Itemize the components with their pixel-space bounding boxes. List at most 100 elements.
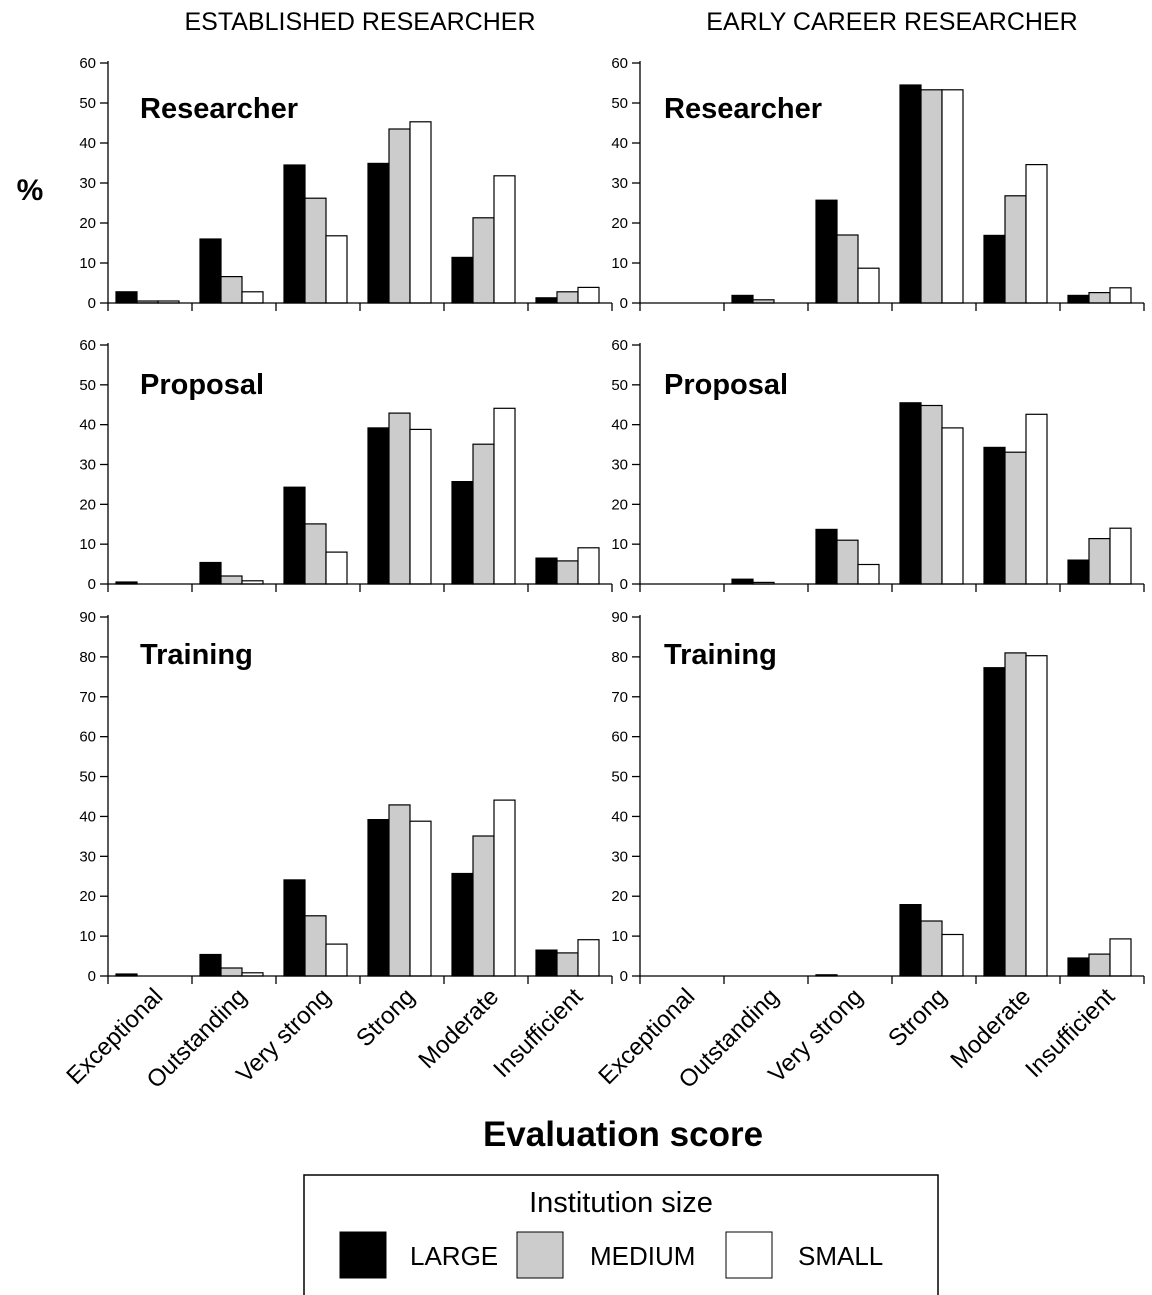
x-tick-label-strong: Strong [883,983,952,1052]
bar-large-exceptional [115,291,138,304]
y-tick-label: 30 [611,848,628,865]
bar-medium-strong [388,128,411,304]
y-tick-label: 80 [611,649,628,666]
bar-large-outstanding [199,238,222,304]
x-tick-label-insufficient: Insufficient [488,983,588,1083]
bar-large-insufficient [535,949,558,977]
bar-large-strong [367,427,390,585]
bar-small-moderate [1025,164,1048,304]
bar-large-insufficient [1067,559,1090,585]
bar-small-insufficient [1109,287,1132,304]
bar-large-strong [899,402,922,585]
y-tick-label: 0 [88,968,96,985]
y-tick-label: 50 [79,377,96,394]
bar-medium-moderate [1004,652,1027,977]
bar-small-outstanding [241,291,264,304]
panel-established-researcher-proposal: Proposal 0 10 20 30 40 50 60 [79,337,613,593]
y-tick-label: 90 [611,609,628,626]
bar-medium-moderate [1004,451,1027,585]
legend-label-medium: MEDIUM [590,1241,695,1271]
y-tick-label: 70 [79,689,96,706]
bar-large-outstanding [199,561,222,585]
bar-medium-very-strong [304,915,327,977]
y-tick-label: 30 [611,457,628,474]
bar-small-moderate [493,175,516,304]
y-tick-label: 30 [79,848,96,865]
bar-small-very-strong [325,551,348,585]
y-tick-label: 0 [620,576,628,593]
legend-swatch-medium [516,1231,564,1279]
bar-large-outstanding [731,578,754,585]
bar-small-strong [409,820,432,977]
bar-large-moderate [451,872,474,977]
panel-established-researcher-training: Training0102030405060708090ExceptionalOu… [61,609,613,1094]
bar-small-strong [409,428,432,585]
legend-swatch-small [725,1231,773,1279]
y-tick-label: 50 [79,769,96,786]
y-tick-label: 10 [611,536,628,553]
bar-small-very-strong [325,943,348,977]
bar-medium-moderate [472,443,495,585]
column-title-early-career: EARLY CAREER RESEARCHER [706,8,1077,36]
bar-large-strong [367,818,390,977]
y-tick-label: 0 [88,576,96,593]
y-tick-label: 50 [611,95,628,112]
panel-title: Researcher [664,93,822,125]
y-tick-label: 50 [611,377,628,394]
bar-medium-strong [920,404,943,585]
bar-large-moderate [983,446,1006,585]
panel-early-career-researcher-training: Training0102030405060708090ExceptionalOu… [593,609,1145,1094]
y-tick-label: 60 [79,337,96,354]
y-tick-label: 60 [79,55,96,72]
bar-medium-strong [388,412,411,585]
legend-label-small: SMALL [798,1241,883,1271]
bar-small-moderate [493,407,516,585]
y-tick-label: 10 [611,255,628,272]
bar-medium-insufficient [556,560,579,585]
panel-title: Researcher [140,93,298,125]
y-tick-label: 60 [611,729,628,746]
panel-title: Proposal [664,369,788,401]
y-tick-label: 10 [79,255,96,272]
bar-medium-insufficient [556,291,579,304]
bar-medium-outstanding [220,967,243,977]
bar-large-very-strong [815,528,838,585]
bar-large-outstanding [199,953,222,977]
bar-large-very-strong [283,879,306,977]
bar-large-moderate [983,234,1006,304]
y-tick-label: 70 [611,689,628,706]
y-tick-label: 20 [79,888,96,905]
panel-title: Training [140,639,253,671]
panel-early-career-researcher-proposal: Proposal 0 10 20 30 40 50 60 [611,337,1145,593]
legend-frame [303,1174,939,1295]
bar-medium-very-strong [836,539,859,585]
y-tick-label: 40 [611,135,628,152]
bar-small-insufficient [1109,938,1132,977]
bar-large-strong [899,903,922,977]
bar-medium-insufficient [556,952,579,977]
y-tick-label: 40 [611,417,628,434]
bar-small-insufficient [577,939,600,977]
y-tick-label: 40 [611,808,628,825]
x-tick-label-insufficient: Insufficient [1020,983,1120,1083]
y-tick-label: 30 [79,457,96,474]
y-tick-label: 40 [79,417,96,434]
y-axis-label: % [17,174,44,207]
y-tick-label: 20 [79,496,96,513]
panel-title: Training [664,639,777,671]
legend-title: Institution size [529,1187,713,1219]
bar-large-insufficient [535,557,558,585]
y-tick-label: 40 [79,135,96,152]
bar-large-strong [899,84,922,304]
y-tick-label: 50 [611,769,628,786]
bar-medium-insufficient [1088,292,1111,304]
y-tick-label: 60 [611,55,628,72]
y-tick-label: 60 [611,337,628,354]
bar-large-insufficient [1067,957,1090,977]
bar-large-outstanding [731,294,754,304]
legend-swatch-large [339,1231,387,1279]
y-tick-label: 80 [79,649,96,666]
y-tick-label: 20 [79,215,96,232]
bar-large-moderate [451,256,474,304]
bar-small-moderate [1025,655,1048,977]
